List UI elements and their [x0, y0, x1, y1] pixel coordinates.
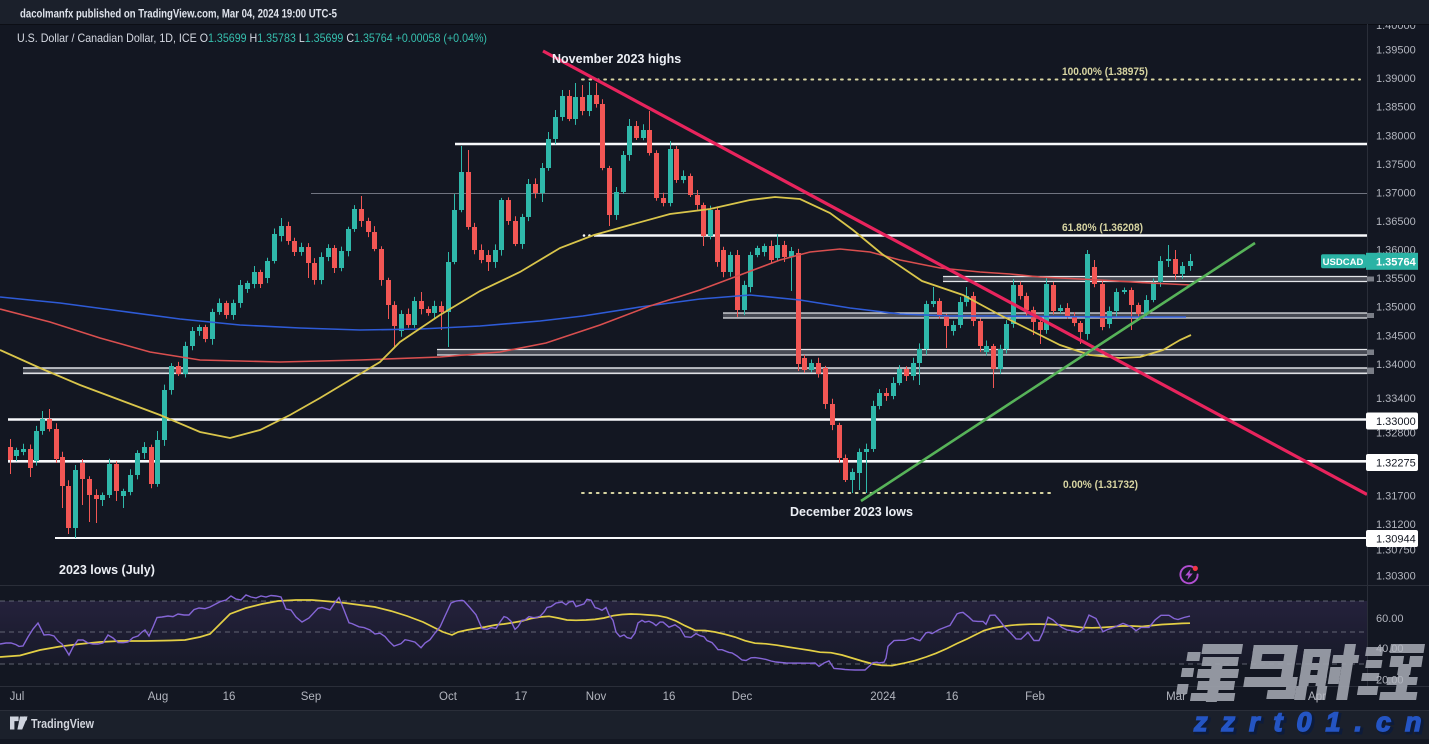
svg-text:1.31200: 1.31200	[1376, 519, 1416, 531]
svg-text:1.39500: 1.39500	[1376, 45, 1416, 57]
svg-text:1.35000: 1.35000	[1376, 302, 1416, 314]
svg-text:2024: 2024	[870, 691, 896, 703]
svg-text:60.00: 60.00	[1376, 613, 1404, 625]
svg-text:1.37000: 1.37000	[1376, 187, 1416, 199]
svg-text:1.32275: 1.32275	[1376, 457, 1416, 469]
svg-text:0.00% (1.31732): 0.00% (1.31732)	[1063, 479, 1138, 491]
svg-text:16: 16	[946, 691, 959, 703]
svg-text:U.S. Dollar / Canadian Dollar,: U.S. Dollar / Canadian Dollar, 1D, ICE O…	[17, 31, 487, 45]
svg-text:1.30750: 1.30750	[1376, 545, 1416, 557]
svg-text:17: 17	[515, 691, 528, 703]
svg-text:2023 lows (July): 2023 lows (July)	[59, 563, 155, 577]
svg-text:1.36500: 1.36500	[1376, 216, 1416, 228]
svg-text:Nov: Nov	[586, 691, 607, 703]
svg-text:1.34500: 1.34500	[1376, 330, 1416, 342]
svg-text:1.30944: 1.30944	[1376, 534, 1416, 546]
svg-text:Feb: Feb	[1025, 691, 1045, 703]
svg-text:16: 16	[223, 691, 236, 703]
svg-text:20.00: 20.00	[1376, 675, 1404, 687]
svg-text:zzrt01.cn: zzrt01.cn	[1195, 709, 1429, 739]
svg-text:Dec: Dec	[732, 691, 753, 703]
svg-text:TradingView: TradingView	[31, 716, 95, 731]
svg-text:Oct: Oct	[439, 691, 458, 703]
svg-text:100.00% (1.38975): 100.00% (1.38975)	[1062, 66, 1148, 78]
svg-text:1.39000: 1.39000	[1376, 73, 1416, 85]
svg-text:Jul: Jul	[10, 691, 25, 703]
svg-text:November 2023 highs: November 2023 highs	[552, 52, 681, 66]
svg-text:dacolmanfx published on Tradin: dacolmanfx published on TradingView.com,…	[20, 7, 337, 21]
svg-text:40.00: 40.00	[1376, 643, 1404, 655]
svg-text:1.35764: 1.35764	[1376, 256, 1417, 268]
svg-text:1.36000: 1.36000	[1376, 245, 1416, 257]
svg-text:Mar: Mar	[1166, 691, 1186, 703]
svg-text:1.38000: 1.38000	[1376, 130, 1416, 142]
svg-text:1.34000: 1.34000	[1376, 359, 1416, 371]
svg-text:1.37500: 1.37500	[1376, 159, 1416, 171]
svg-text:Aug: Aug	[148, 691, 168, 703]
svg-text:1.32800: 1.32800	[1376, 427, 1416, 439]
svg-text:1.33400: 1.33400	[1376, 393, 1416, 405]
svg-text:1.31700: 1.31700	[1376, 490, 1416, 502]
svg-text:16: 16	[663, 691, 676, 703]
svg-text:1.30300: 1.30300	[1376, 570, 1416, 582]
svg-text:1.33000: 1.33000	[1376, 416, 1416, 428]
svg-text:1.40000: 1.40000	[1376, 20, 1416, 32]
svg-text:Apr: Apr	[1308, 691, 1326, 703]
svg-text:1.35500: 1.35500	[1376, 273, 1416, 285]
svg-text:zzrt01.cn: zzrt01.cn	[1193, 707, 1429, 737]
svg-text:December 2023 lows: December 2023 lows	[790, 505, 913, 519]
svg-text:Sep: Sep	[301, 691, 321, 703]
svg-text:USDCAD: USDCAD	[1323, 257, 1364, 268]
svg-text:1.38500: 1.38500	[1376, 102, 1416, 114]
svg-text:61.80% (1.36208): 61.80% (1.36208)	[1062, 222, 1143, 234]
